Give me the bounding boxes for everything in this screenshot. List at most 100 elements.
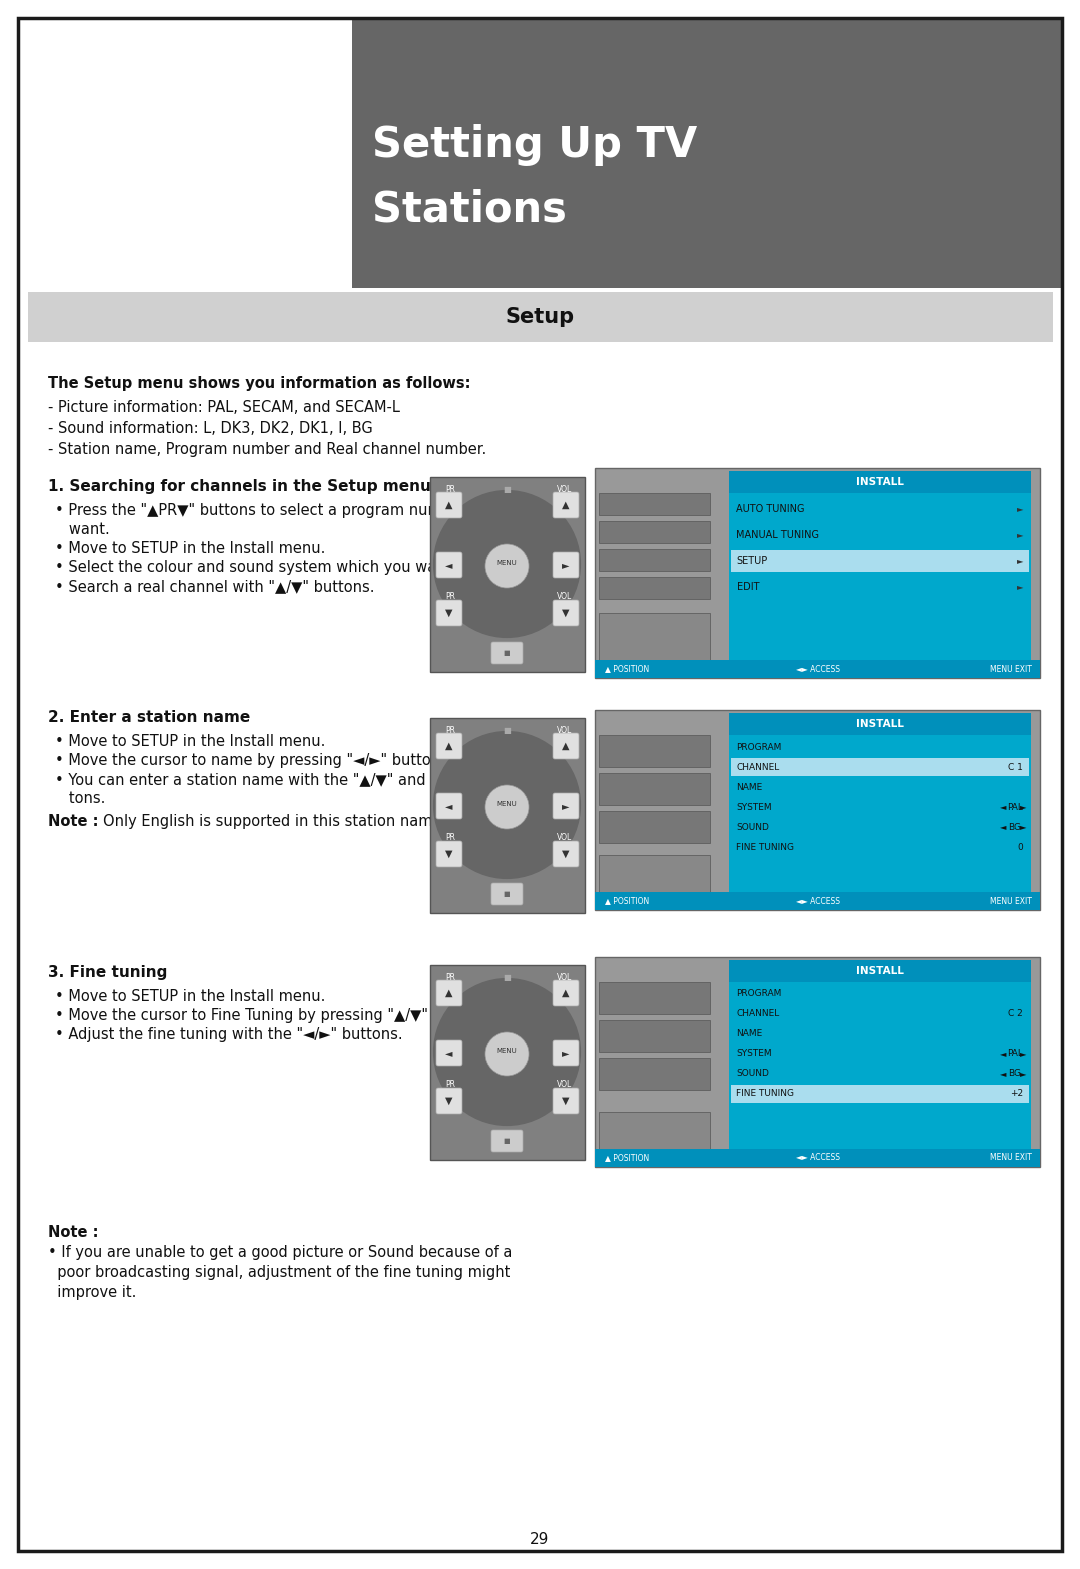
Text: • Select the colour and sound system which you want.: • Select the colour and sound system whi…	[55, 560, 456, 574]
Text: MENU EXIT: MENU EXIT	[990, 1153, 1032, 1163]
Text: ■: ■	[503, 485, 511, 494]
Text: PR: PR	[445, 833, 455, 843]
Bar	[595, 893, 1040, 910]
Text: ▲: ▲	[445, 988, 453, 998]
FancyBboxPatch shape	[553, 1040, 579, 1065]
Bar	[599, 521, 711, 543]
Text: ■: ■	[503, 650, 511, 656]
FancyBboxPatch shape	[436, 552, 462, 577]
Text: FINE TUNING: FINE TUNING	[737, 1089, 795, 1098]
Text: ►: ►	[1016, 557, 1023, 565]
Text: • Move the cursor to Fine Tuning by pressing "▲/▼" buttons.: • Move the cursor to Fine Tuning by pres…	[55, 1007, 494, 1023]
Bar	[730, 551, 1029, 573]
Text: • You can enter a station name with the "▲/▼" and "◄/►" but-: • You can enter a station name with the …	[55, 772, 505, 788]
Text: ◄► ACCESS: ◄► ACCESS	[796, 896, 839, 905]
FancyBboxPatch shape	[436, 733, 462, 759]
Bar	[352, 17, 1062, 289]
Text: MENU EXIT: MENU EXIT	[990, 665, 1032, 673]
Text: ■: ■	[503, 891, 511, 897]
Text: ◄: ◄	[1000, 1070, 1007, 1078]
Bar	[729, 471, 1031, 493]
Text: PR: PR	[445, 485, 455, 494]
Text: PROGRAM: PROGRAM	[737, 990, 782, 998]
FancyBboxPatch shape	[553, 1087, 579, 1114]
Circle shape	[433, 490, 581, 639]
FancyBboxPatch shape	[553, 792, 579, 819]
Text: Only English is supported in this station name.: Only English is supported in this statio…	[103, 814, 446, 828]
Bar	[599, 549, 711, 571]
Text: CHANNEL: CHANNEL	[737, 763, 780, 772]
Circle shape	[433, 731, 581, 879]
Text: want.: want.	[55, 522, 110, 537]
Text: EDIT: EDIT	[737, 582, 759, 592]
Text: SYSTEM: SYSTEM	[737, 802, 772, 811]
FancyBboxPatch shape	[436, 493, 462, 518]
Text: ■: ■	[503, 726, 511, 734]
Text: ▲: ▲	[563, 741, 570, 752]
Bar	[430, 719, 585, 913]
Text: ►: ►	[563, 1048, 570, 1058]
Text: VOL: VOL	[557, 833, 572, 843]
Text: ►: ►	[563, 802, 570, 811]
Text: 0: 0	[1017, 843, 1023, 852]
Text: PROGRAM: PROGRAM	[737, 742, 782, 752]
Text: ▲: ▲	[563, 988, 570, 998]
Text: ◄: ◄	[445, 560, 453, 570]
Bar	[599, 1020, 711, 1051]
Bar	[730, 758, 1029, 777]
FancyBboxPatch shape	[553, 733, 579, 759]
Text: NAME: NAME	[737, 783, 762, 791]
Text: AUTO TUNING: AUTO TUNING	[737, 504, 805, 515]
Text: tons.: tons.	[55, 791, 106, 806]
Text: INSTALL: INSTALL	[855, 967, 904, 976]
Text: SYSTEM: SYSTEM	[737, 1050, 772, 1059]
Text: PR: PR	[445, 973, 455, 982]
Text: C 2: C 2	[1009, 1009, 1023, 1018]
FancyBboxPatch shape	[436, 1087, 462, 1114]
Text: Stations: Stations	[372, 188, 567, 231]
Text: - Station name, Program number and Real channel number.: - Station name, Program number and Real …	[48, 442, 486, 457]
Bar	[730, 1086, 1029, 1103]
FancyBboxPatch shape	[553, 493, 579, 518]
Text: • Search a real channel with "▲/▼" buttons.: • Search a real channel with "▲/▼" butto…	[55, 579, 375, 595]
Bar	[599, 855, 711, 894]
FancyBboxPatch shape	[436, 599, 462, 626]
Text: MENU EXIT: MENU EXIT	[990, 896, 1032, 905]
Bar	[599, 811, 711, 843]
Text: PR: PR	[445, 726, 455, 734]
Circle shape	[433, 977, 581, 1127]
Text: ►: ►	[1020, 1070, 1026, 1078]
FancyBboxPatch shape	[491, 883, 523, 905]
Bar	[595, 711, 1040, 910]
Text: VOL: VOL	[557, 973, 572, 982]
Text: • Move to SETUP in the Install menu.: • Move to SETUP in the Install menu.	[55, 988, 325, 1004]
Bar	[729, 960, 1031, 1164]
FancyBboxPatch shape	[436, 841, 462, 868]
Text: PR: PR	[445, 1079, 455, 1089]
Text: VOL: VOL	[557, 592, 572, 601]
Text: Setting Up TV: Setting Up TV	[372, 124, 698, 166]
Text: ►: ►	[1020, 1050, 1026, 1059]
Text: PAL: PAL	[1008, 1050, 1023, 1059]
Circle shape	[485, 784, 529, 828]
Text: improve it.: improve it.	[48, 1285, 136, 1301]
Text: FINE TUNING: FINE TUNING	[737, 843, 795, 852]
Text: BG: BG	[1009, 1070, 1022, 1078]
Text: Note :: Note :	[48, 814, 98, 828]
Text: poor broadcasting signal, adjustment of the fine tuning might: poor broadcasting signal, adjustment of …	[48, 1265, 511, 1280]
Text: Note :: Note :	[48, 1225, 98, 1240]
Bar	[599, 577, 711, 599]
Text: ▼: ▼	[445, 849, 453, 858]
Bar	[595, 468, 1040, 678]
Bar	[595, 1149, 1040, 1167]
FancyBboxPatch shape	[436, 981, 462, 1006]
Bar	[729, 471, 1031, 675]
Text: NAME: NAME	[737, 1029, 762, 1039]
Text: • Move to SETUP in the Install menu.: • Move to SETUP in the Install menu.	[55, 734, 325, 748]
Circle shape	[485, 1032, 529, 1076]
Text: SOUND: SOUND	[737, 822, 769, 832]
Text: MENU: MENU	[497, 560, 517, 566]
Text: CHANNEL: CHANNEL	[737, 1009, 780, 1018]
Text: ◄: ◄	[445, 802, 453, 811]
Bar	[595, 661, 1040, 678]
